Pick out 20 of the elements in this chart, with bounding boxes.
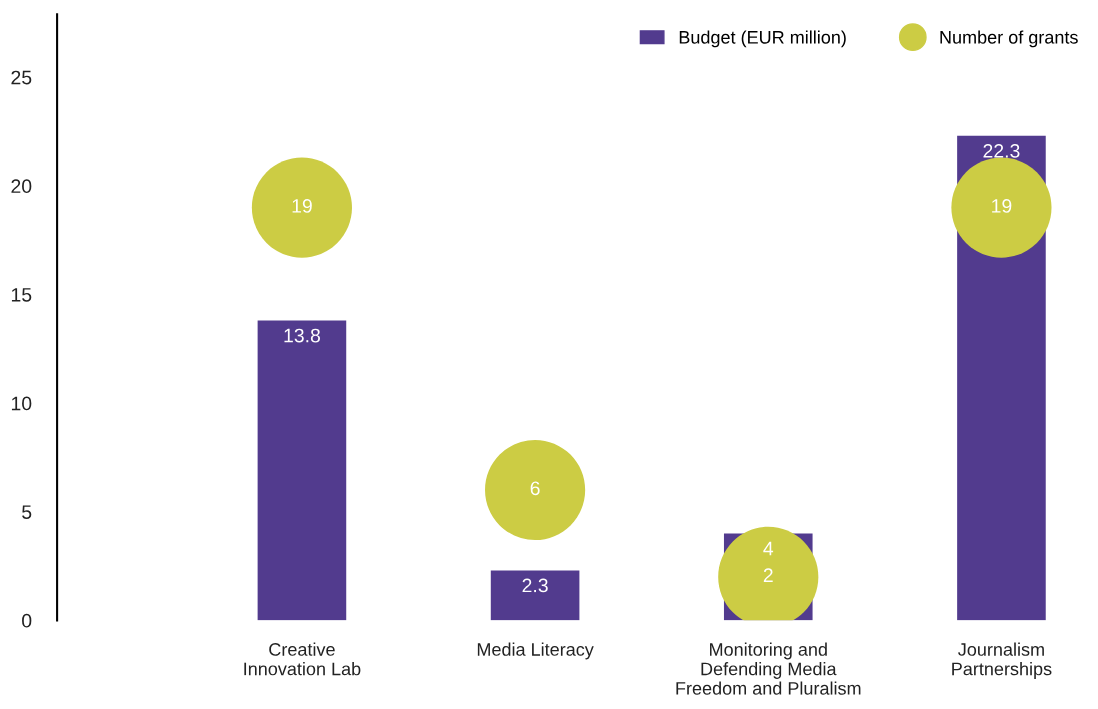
legend-label: Number of grants [940, 30, 1078, 48]
data-label: 6 [530, 481, 540, 496]
data-label: 13.8 [284, 328, 320, 343]
y-tick-label: 5 [22, 505, 32, 519]
data-label: 19 [292, 199, 312, 213]
data-label: 2.3 [522, 578, 548, 593]
data-label: 22.3 [983, 143, 1020, 158]
x-tick-label: Media Literacy [477, 642, 594, 660]
data-label: 19 [992, 199, 1012, 213]
bar [257, 320, 347, 621]
y-tick-label: 25 [11, 70, 32, 85]
x-tick-label: Journalism Partnerships [952, 642, 1052, 679]
y-tick-label: 20 [11, 179, 32, 194]
legend-label: Budget (EUR million) [679, 30, 846, 48]
y-tick-label: 10 [11, 396, 32, 411]
x-tick-label: Creative Innovation Lab [244, 642, 361, 676]
y-tick-label: 0 [22, 613, 32, 628]
y-tick-label: 15 [11, 288, 32, 302]
x-tick-label: Monitoring and Defending Media Freedom and Pluralism [676, 642, 861, 695]
bar [490, 570, 580, 621]
